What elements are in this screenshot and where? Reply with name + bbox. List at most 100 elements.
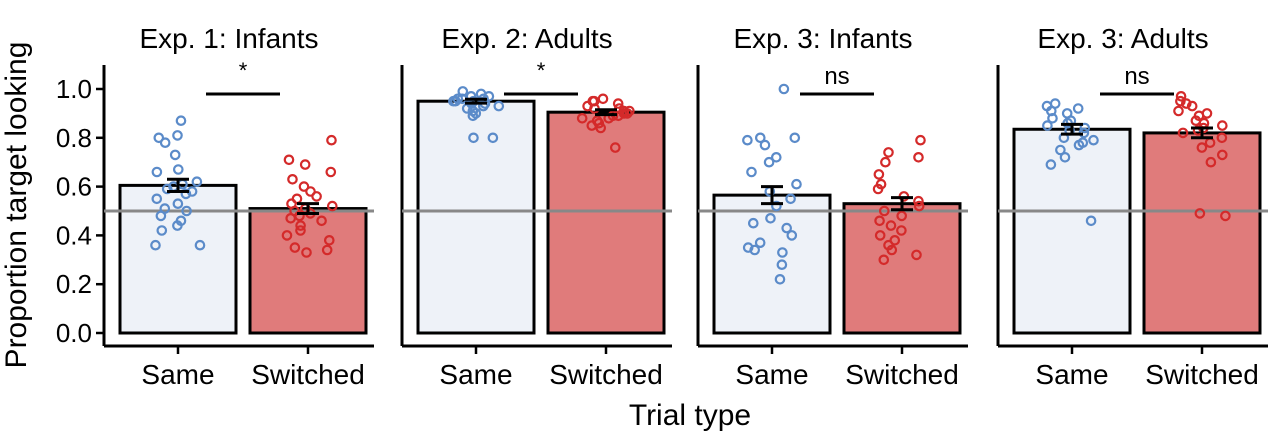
data-point xyxy=(175,115,187,126)
x-tick-label: Switched xyxy=(1145,359,1259,390)
panel-2: Exp. 2: Adults Same Switched * xyxy=(400,23,672,390)
data-point xyxy=(1205,156,1217,168)
data-point xyxy=(156,225,168,236)
data-point xyxy=(878,205,890,217)
data-point xyxy=(181,205,192,217)
data-point xyxy=(874,230,886,241)
data-point xyxy=(299,159,311,170)
data-point xyxy=(1072,103,1084,114)
data-point xyxy=(172,130,183,141)
data-point xyxy=(194,239,206,251)
data-point xyxy=(781,222,792,234)
data-point xyxy=(323,235,335,246)
data-point xyxy=(896,210,907,222)
data-point xyxy=(1088,134,1099,146)
data-point xyxy=(1220,210,1231,222)
data-point xyxy=(289,242,301,253)
data-point xyxy=(487,132,499,144)
x-tick-label: Same xyxy=(439,359,512,390)
significance-label: ns xyxy=(1124,63,1149,90)
data-point xyxy=(1042,120,1053,131)
data-point xyxy=(1175,91,1187,102)
data-point xyxy=(326,134,337,146)
data-point xyxy=(1186,100,1198,112)
data-point xyxy=(295,225,306,236)
data-point xyxy=(1217,120,1228,131)
data-point xyxy=(880,156,891,168)
y-tick-label: 0.4 xyxy=(56,220,92,250)
data-point xyxy=(789,132,801,144)
data-point xyxy=(1194,208,1206,219)
data-point xyxy=(1177,127,1189,139)
data-point xyxy=(786,230,798,241)
x-tick-label: Switched xyxy=(549,359,663,390)
data-point xyxy=(467,110,479,122)
y-tick-label: 1.0 xyxy=(56,74,92,104)
data-point xyxy=(597,93,609,105)
panel-title: Exp. 2: Adults xyxy=(441,23,612,54)
data-point xyxy=(1196,142,1208,153)
data-point xyxy=(153,132,165,144)
data-point xyxy=(1047,113,1058,124)
y-axis-label: Proportion target looking xyxy=(0,42,33,369)
x-tick-label: Same xyxy=(141,359,214,390)
data-point xyxy=(298,181,310,192)
data-point xyxy=(777,247,788,258)
significance-label: * xyxy=(239,58,248,83)
data-point xyxy=(776,259,788,270)
data-point xyxy=(468,132,479,144)
data-point xyxy=(878,254,890,266)
data-point xyxy=(915,134,926,146)
significance-label: * xyxy=(537,58,546,83)
bar-same xyxy=(712,193,832,335)
data-point xyxy=(896,225,907,236)
data-point xyxy=(283,154,295,166)
data-point xyxy=(180,188,192,200)
data-point xyxy=(448,95,459,107)
data-point xyxy=(285,213,296,224)
significance-label: ns xyxy=(824,63,849,90)
panel-title: Exp. 3: Infants xyxy=(734,23,913,54)
data-point xyxy=(791,178,802,190)
data-point xyxy=(1173,105,1184,117)
x-tick-label: Switched xyxy=(251,359,365,390)
data-point xyxy=(873,169,885,180)
data-point xyxy=(1055,144,1066,156)
bar-switched xyxy=(546,110,666,335)
bar-switched xyxy=(1142,131,1262,335)
bar-same xyxy=(1012,127,1132,335)
panel-3: Exp. 3: Infants Same Switched ns xyxy=(696,23,968,390)
panel-title: Exp. 1: Infants xyxy=(140,23,319,54)
data-point xyxy=(886,244,898,256)
data-point xyxy=(316,215,327,227)
x-axis-label: Trial type xyxy=(629,399,751,432)
data-point xyxy=(754,237,766,248)
data-point xyxy=(872,183,884,195)
data-point xyxy=(609,142,621,153)
data-point xyxy=(1073,139,1085,151)
y-tick-label: 0.0 xyxy=(56,318,92,348)
data-point xyxy=(874,215,885,227)
data-point xyxy=(1079,122,1091,134)
data-point xyxy=(754,132,766,144)
data-point xyxy=(612,98,624,109)
panels: Exp. 1: Infants 0.0 0.2 0.4 0.6 0.8 1.0 Same Swi… xyxy=(56,23,1268,390)
data-point xyxy=(161,183,173,195)
bar-switched xyxy=(248,207,368,335)
data-point xyxy=(889,235,901,246)
data-point xyxy=(326,200,338,212)
data-point xyxy=(624,105,635,117)
data-point xyxy=(321,244,333,256)
data-point xyxy=(173,164,184,175)
data-point xyxy=(301,247,312,258)
data-point xyxy=(151,193,163,205)
bar-same xyxy=(416,99,536,335)
data-point xyxy=(1216,132,1228,144)
data-point xyxy=(785,193,796,205)
data-point xyxy=(774,273,786,285)
data-point xyxy=(747,217,759,229)
x-tick-label: Switched xyxy=(845,359,959,390)
data-point xyxy=(172,220,183,231)
data-point xyxy=(778,83,790,95)
